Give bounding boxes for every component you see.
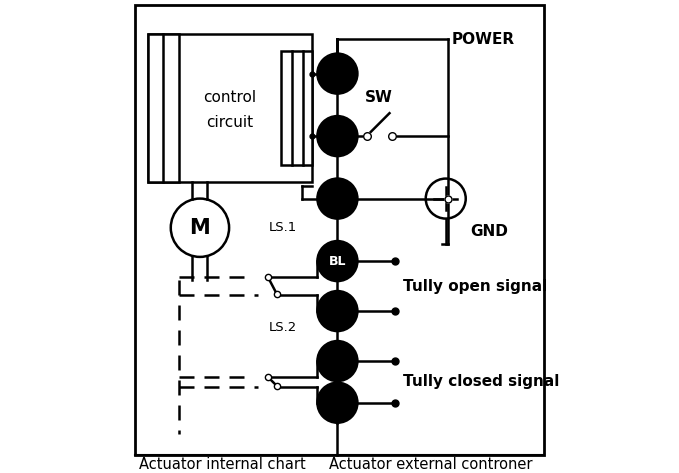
Bar	[281, 51, 312, 165]
Text: Actuator internal chart: Actuator internal chart	[139, 457, 306, 472]
Text: RD: RD	[327, 67, 348, 80]
Text: GR: GR	[327, 130, 348, 142]
Circle shape	[317, 116, 357, 156]
Text: Actuator external controner: Actuator external controner	[329, 457, 533, 472]
Circle shape	[317, 179, 357, 219]
Text: LS.2: LS.2	[269, 321, 297, 334]
Text: YW: YW	[326, 355, 349, 368]
Text: Tully closed signal: Tully closed signal	[403, 375, 559, 389]
Text: GND: GND	[470, 224, 508, 238]
Circle shape	[317, 53, 357, 94]
Text: M: M	[189, 218, 210, 238]
Text: circuit: circuit	[206, 115, 254, 130]
Bar	[148, 34, 179, 182]
Circle shape	[317, 383, 357, 423]
Text: GY: GY	[328, 305, 347, 317]
Text: BL: BL	[329, 254, 346, 268]
Text: POWER: POWER	[452, 32, 515, 46]
Bar	[148, 34, 312, 182]
Circle shape	[317, 291, 357, 331]
Circle shape	[317, 241, 357, 281]
Text: SW: SW	[365, 90, 393, 105]
Text: BK: BK	[328, 192, 347, 205]
Text: Tully open signal: Tully open signal	[403, 279, 547, 294]
Circle shape	[317, 341, 357, 381]
Text: WT: WT	[326, 396, 348, 409]
Text: LS.1: LS.1	[269, 221, 297, 234]
Text: control: control	[204, 90, 257, 105]
